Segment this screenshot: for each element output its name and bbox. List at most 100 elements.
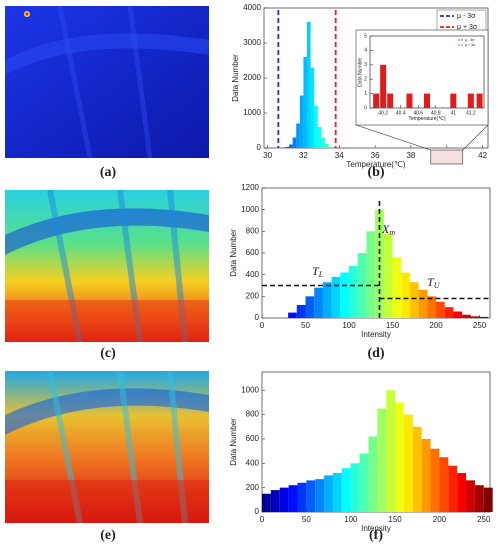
y-tick-label: 0	[255, 507, 260, 516]
histogram-bar	[340, 272, 350, 318]
x-tick-label: 36	[371, 151, 380, 160]
histogram-bar	[350, 463, 360, 512]
histogram-bar	[324, 475, 333, 512]
histogram-bar	[436, 301, 445, 318]
y-tick-label: 0	[257, 143, 262, 152]
x-tick-label: 34	[335, 151, 344, 160]
histogram-bar	[288, 312, 297, 318]
x-tick-label: 250	[477, 515, 491, 524]
y-tick-label: 4	[364, 48, 367, 54]
histogram-bar	[383, 233, 393, 318]
histogram-bar	[341, 468, 351, 512]
histogram-bar	[292, 137, 297, 148]
annotation: TU	[427, 275, 441, 290]
histogram-bar	[349, 266, 358, 318]
inset-bar	[476, 93, 483, 108]
histogram-bar	[401, 272, 410, 318]
histogram-bar	[306, 480, 316, 512]
annotation-text: X	[381, 222, 390, 236]
x-axis-label: Intensity	[361, 330, 391, 339]
inset-bar	[406, 93, 413, 108]
histogram-bar	[439, 457, 449, 512]
x-axis-label: Intensity	[361, 524, 391, 533]
caption: (d)	[367, 346, 384, 361]
histogram-bar	[315, 479, 325, 512]
inset-bar	[450, 93, 457, 108]
histogram-bar	[288, 485, 298, 512]
annotation-subscript: L	[318, 270, 324, 279]
caption: (c)	[100, 346, 116, 361]
histogram-bar	[386, 390, 396, 512]
histogram-bar	[403, 414, 413, 512]
y-tick-label: 1200	[241, 183, 259, 192]
histogram-bar	[479, 316, 489, 318]
histogram-bar	[307, 22, 311, 148]
x-tick-label: 41	[451, 110, 457, 116]
histogram-bar	[483, 487, 493, 512]
histogram-bar	[359, 453, 369, 512]
x-axis-label: Temperature(℃)	[408, 116, 445, 122]
annotation-text: T	[312, 264, 320, 278]
highlight-box	[430, 149, 464, 165]
histogram-bar	[470, 316, 480, 318]
histogram-bar	[474, 485, 484, 512]
image-e	[5, 370, 209, 524]
histogram-bar	[317, 127, 322, 148]
annotation: Xm	[381, 222, 395, 237]
histogram-bar	[297, 482, 307, 512]
y-axis-label: Data Number	[357, 57, 363, 87]
x-axis-label: Temperature(℃)	[346, 160, 406, 169]
histogram-bar	[270, 490, 280, 512]
histogram-bar	[421, 438, 431, 512]
x-tick-label: 50	[302, 515, 311, 524]
y-tick-label: 200	[246, 291, 260, 300]
x-tick-label: 41.2	[466, 110, 476, 116]
y-tick-label: 2000	[243, 73, 261, 82]
y-axis-label: Data Number	[229, 418, 238, 466]
y-tick-label: 400	[246, 270, 260, 279]
inset-bar	[373, 93, 380, 108]
x-tick-label: 100	[344, 515, 358, 524]
annotation-subscript: m	[389, 228, 395, 237]
histogram-bar	[296, 305, 306, 318]
histogram-bar	[296, 123, 300, 148]
histogram-bar	[392, 257, 402, 318]
legend-label: μ - 3σ	[465, 38, 475, 42]
x-tick-label: 38	[406, 151, 415, 160]
histogram-bar	[303, 57, 308, 148]
histogram-bar	[395, 402, 404, 512]
x-tick-label: 42	[478, 151, 487, 160]
histogram-bar	[328, 146, 333, 148]
x-tick-label: 0	[260, 515, 265, 524]
y-tick-label: 5	[364, 33, 367, 39]
y-tick-label: 400	[246, 458, 260, 467]
x-tick-label: 40.2	[378, 110, 388, 116]
histogram-bar	[366, 231, 376, 318]
legend-label: μ + 3σ	[457, 24, 478, 31]
y-tick-label: 4000	[243, 3, 261, 12]
y-tick-label: 1000	[243, 108, 261, 117]
y-tick-label: 200	[246, 483, 260, 492]
histogram-bar	[321, 137, 325, 148]
histogram-bar	[289, 144, 293, 148]
histogram-bar	[457, 473, 467, 512]
y-tick-label: 1000	[241, 385, 259, 394]
y-tick-label: 3000	[243, 38, 261, 47]
x-tick-label: 100	[342, 321, 356, 330]
x-tick-label: 150	[386, 321, 400, 330]
histogram-bar	[418, 289, 428, 318]
histogram-bar	[322, 282, 332, 318]
y-tick-label: 0	[255, 313, 260, 322]
x-tick-label: 150	[388, 515, 402, 524]
histogram-bar	[285, 146, 290, 148]
histogram-bar	[430, 448, 440, 512]
inset-bar	[424, 93, 430, 108]
histogram-bar	[262, 493, 271, 512]
x-tick-label: 40.6	[413, 110, 423, 116]
histogram-bar	[409, 282, 419, 318]
y-tick-label: 600	[246, 434, 260, 443]
histogram-bar	[324, 143, 329, 148]
histogram-bar	[332, 473, 342, 512]
histogram-bar	[314, 106, 318, 148]
